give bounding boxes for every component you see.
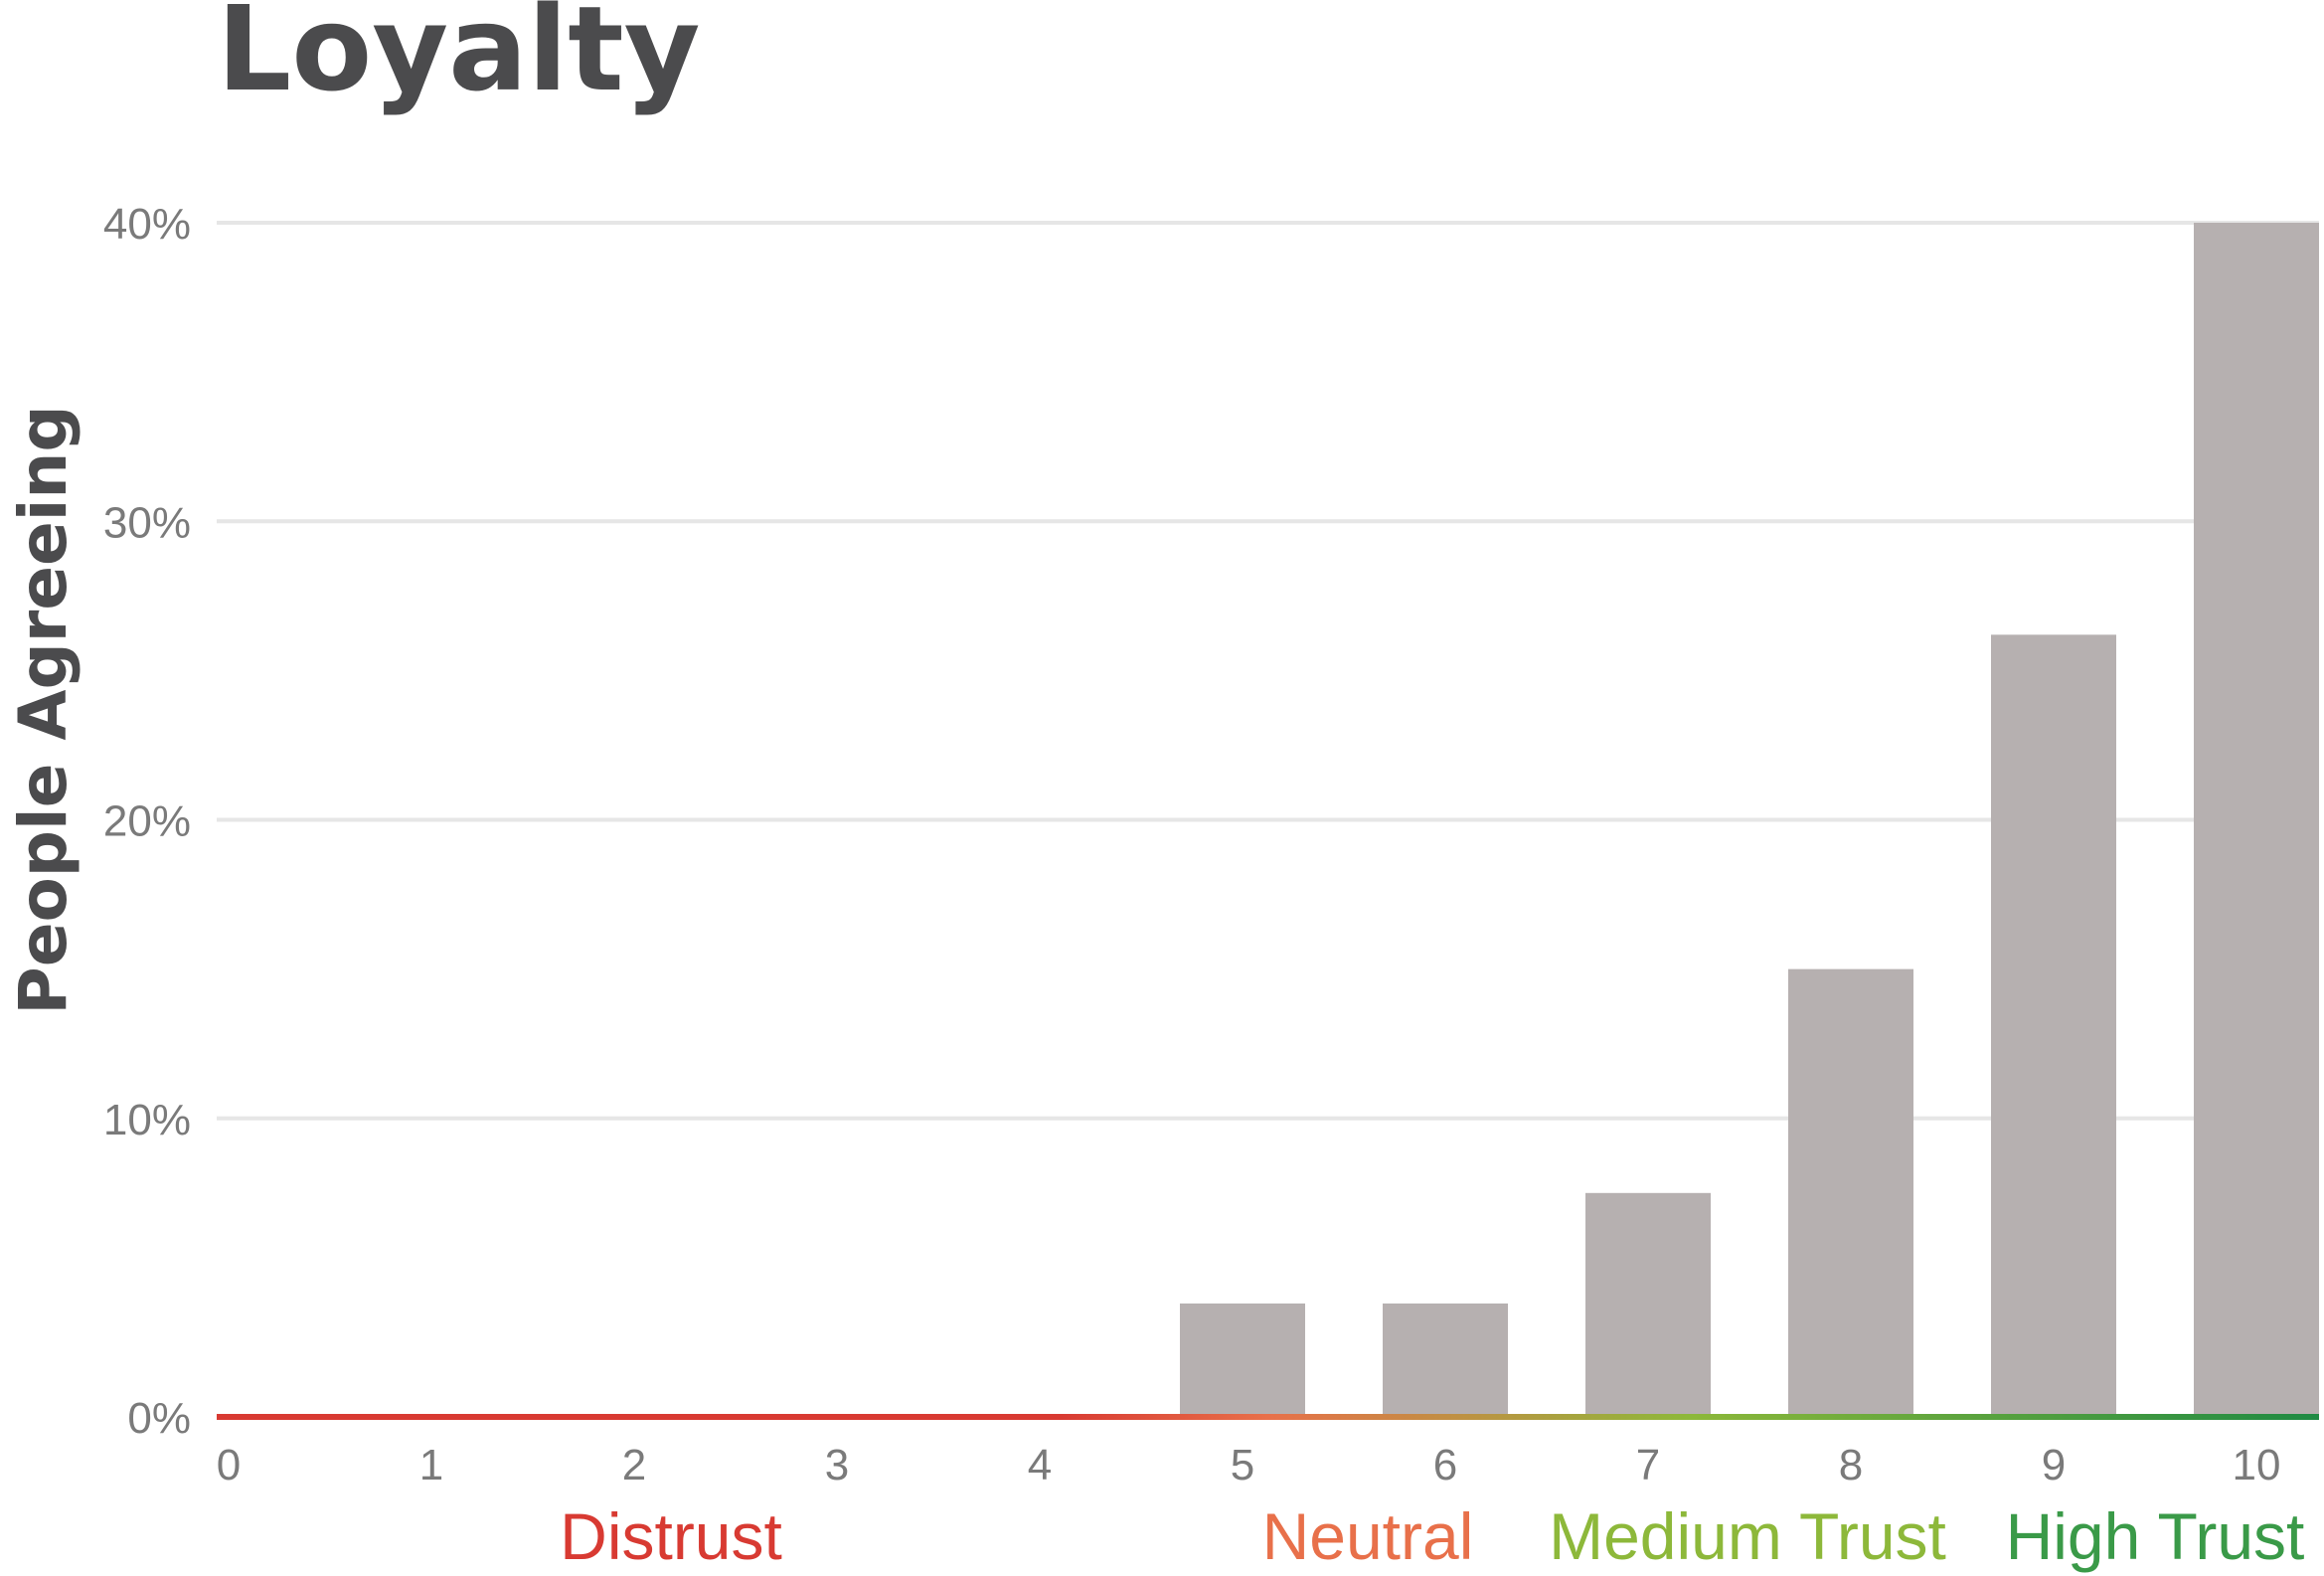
y-tick-label: 30% [103, 498, 191, 547]
band-label-distrust: Distrust [560, 1499, 782, 1573]
x-tick-label: 1 [419, 1441, 443, 1489]
bar-9 [1991, 634, 2116, 1417]
x-tick-label: 8 [1839, 1441, 1863, 1489]
x-tick-label: 10 [2233, 1441, 2281, 1489]
y-tick-label: 20% [103, 797, 191, 846]
y-axis-ticks: 0% 10% 20% 30% 40% [103, 200, 191, 1443]
x-tick-label: 9 [2042, 1441, 2066, 1489]
x-axis-ticks: 0 1 2 3 4 5 6 7 8 9 10 [217, 1441, 2281, 1489]
band-label-high-trust: High Trust [2006, 1499, 2305, 1573]
bar-7 [1585, 1192, 1711, 1417]
bar-10 [2194, 223, 2319, 1417]
y-tick-label: 40% [103, 200, 191, 249]
bar-6 [1383, 1303, 1508, 1417]
bars [1180, 223, 2319, 1417]
trust-band-labels: Distrust Neutral Medium Trust High Trust [560, 1499, 2304, 1573]
x-tick-label: 5 [1231, 1441, 1254, 1489]
band-label-medium-trust: Medium Trust [1549, 1499, 1946, 1573]
x-tick-label: 3 [825, 1441, 849, 1489]
bar-8 [1788, 968, 1913, 1417]
x-tick-label: 0 [217, 1441, 241, 1489]
x-tick-label: 2 [622, 1441, 646, 1489]
y-tick-label: 10% [103, 1096, 191, 1144]
x-tick-label: 6 [1433, 1441, 1457, 1489]
x-axis-baseline [217, 1414, 2319, 1420]
x-tick-label: 7 [1636, 1441, 1660, 1489]
chart-title: Loyalty [217, 0, 701, 117]
y-axis-label: People Agreeing [5, 405, 82, 1014]
bar-5 [1180, 1303, 1305, 1417]
band-label-neutral: Neutral [1262, 1499, 1474, 1573]
y-tick-label: 0% [127, 1394, 191, 1443]
gridlines [217, 221, 2319, 1121]
x-tick-label: 4 [1028, 1441, 1052, 1489]
